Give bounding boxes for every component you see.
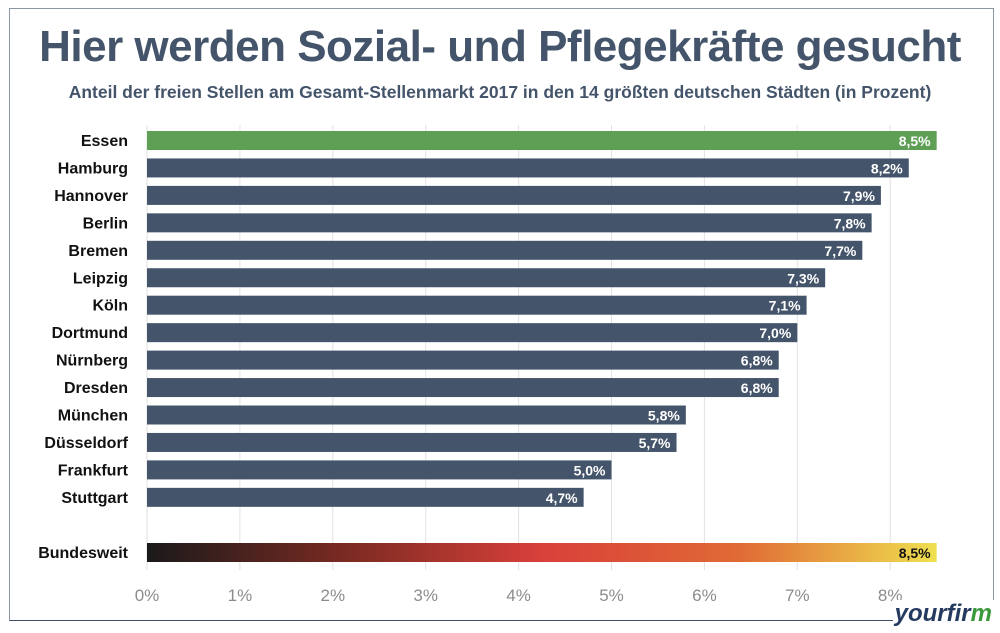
x-tick-label: 1% (228, 586, 253, 605)
bar (147, 240, 863, 260)
data-label: 7,1% (769, 298, 801, 314)
category-label: Bremen (68, 243, 128, 260)
data-label: 7,0% (759, 325, 791, 341)
category-label: Hamburg (58, 160, 128, 177)
x-tick-label: 3% (413, 586, 438, 605)
data-label: 7,7% (824, 243, 856, 259)
chart-frame (9, 8, 994, 621)
bar-national (147, 543, 937, 562)
chart-subtitle: Anteil der freien Stellen am Gesamt-Stel… (68, 82, 932, 102)
data-label: 4,7% (546, 490, 578, 506)
bar (147, 158, 909, 178)
bar (147, 405, 686, 425)
data-label: 6,8% (741, 380, 773, 396)
category-label: Essen (81, 133, 128, 150)
bar (147, 268, 826, 288)
bar (147, 295, 807, 315)
yourfirm-logo: yourfirm (892, 600, 994, 628)
data-label: 7,9% (843, 188, 875, 204)
category-label: Berlin (83, 215, 128, 232)
bar (147, 213, 872, 233)
bar (147, 185, 881, 205)
data-label: 7,8% (834, 215, 866, 231)
data-label: 5,0% (574, 462, 606, 478)
x-tick-label: 2% (321, 586, 346, 605)
bar (147, 350, 779, 370)
x-tick-label: 5% (599, 586, 624, 605)
bar (147, 487, 584, 507)
bar (147, 432, 677, 452)
category-label: Dresden (64, 380, 128, 397)
category-label: Bundesweit (38, 545, 128, 562)
x-tick-label: 4% (506, 586, 531, 605)
data-label: 8,5% (899, 545, 931, 561)
category-label: München (58, 408, 128, 425)
data-label: 6,8% (741, 353, 773, 369)
x-tick-label: 6% (692, 586, 717, 605)
x-tick-label: 0% (135, 586, 160, 605)
bar (147, 378, 779, 398)
category-label: Köln (92, 298, 128, 315)
category-label: Leipzig (73, 270, 128, 287)
data-label: 7,3% (787, 270, 819, 286)
data-label: 5,8% (648, 408, 680, 424)
category-label: Nürnberg (56, 353, 128, 370)
category-label: Stuttgart (61, 490, 128, 507)
data-label: 8,2% (871, 160, 903, 176)
bar (147, 460, 612, 480)
category-label: Frankfurt (58, 462, 129, 479)
data-label: 8,5% (899, 133, 931, 149)
category-label: Düsseldorf (44, 435, 128, 452)
category-label: Dortmund (52, 325, 128, 342)
data-label: 5,7% (639, 435, 671, 451)
bar (147, 131, 937, 150)
bar (147, 323, 798, 343)
x-tick-label: 7% (785, 586, 810, 605)
chart-title: Hier werden Sozial- und Pflegekräfte ges… (39, 22, 961, 71)
category-label: Hannover (54, 188, 128, 205)
